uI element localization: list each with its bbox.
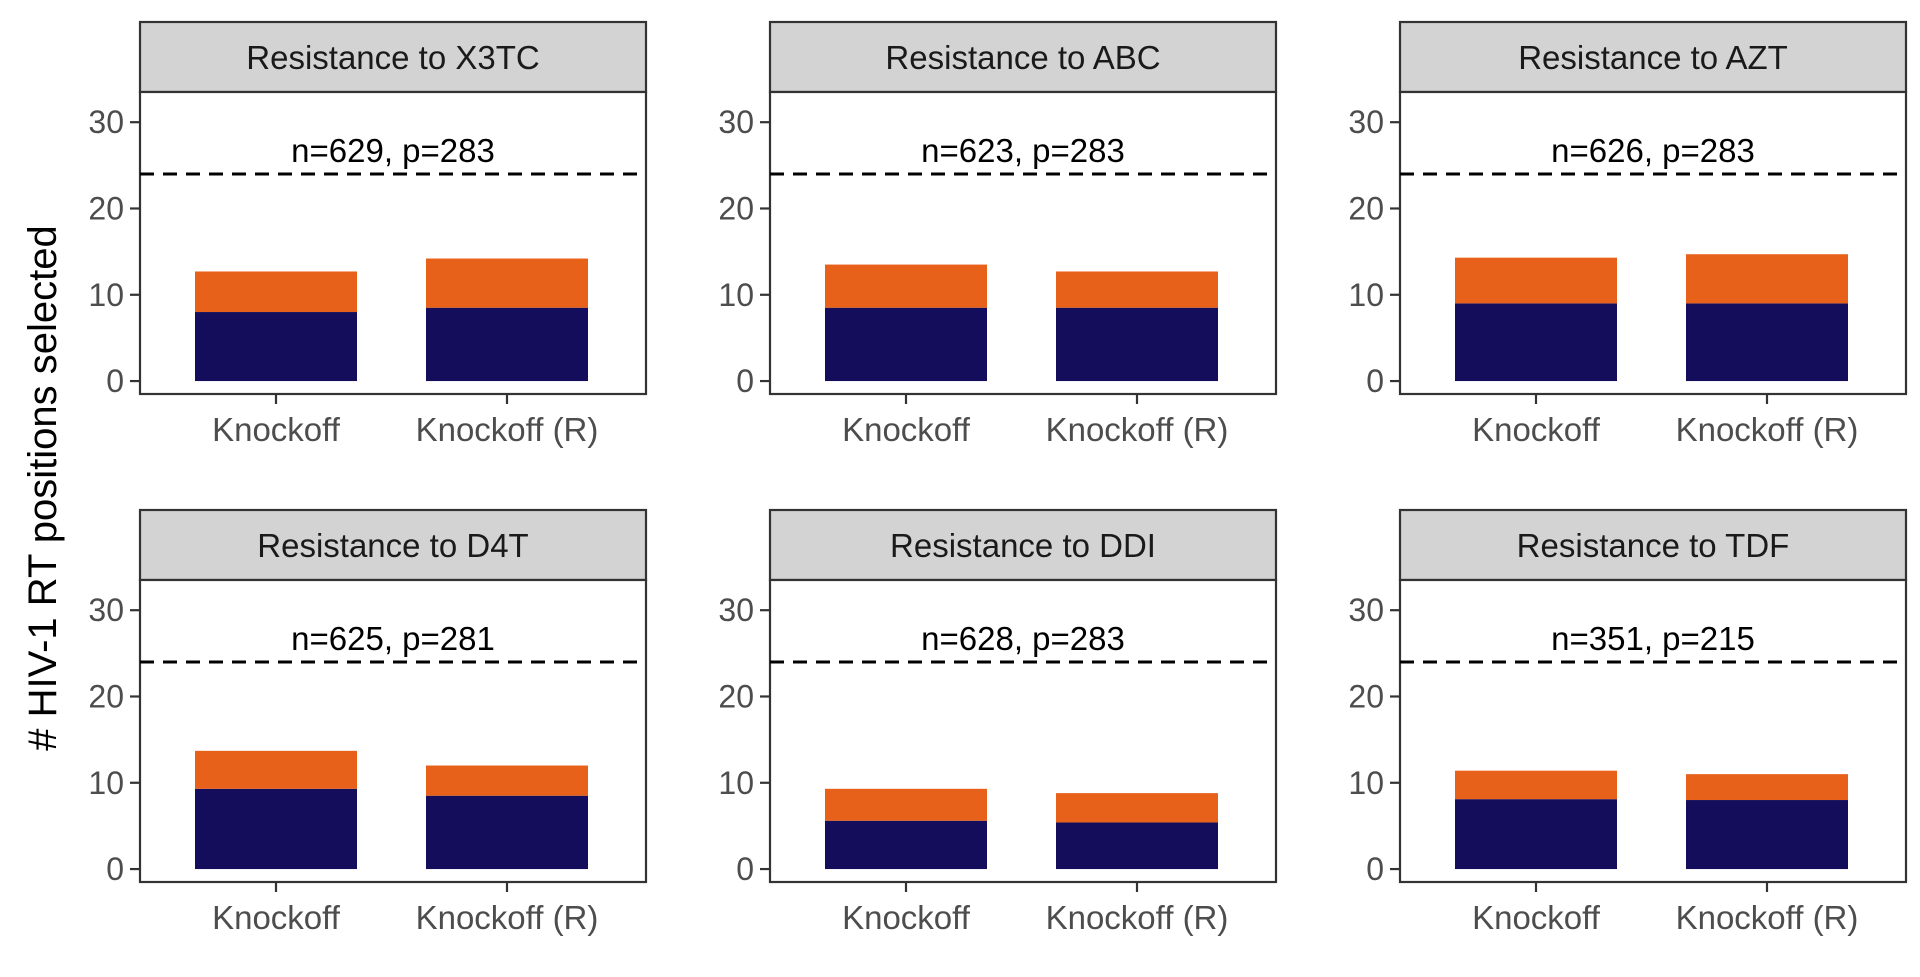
y-tick-label: 30 bbox=[88, 104, 124, 140]
bar-segment-bottom bbox=[1686, 800, 1848, 870]
bar-segment-bottom bbox=[1455, 303, 1617, 382]
bar-segment-top bbox=[1056, 271, 1218, 308]
y-tick-label: 0 bbox=[1366, 363, 1384, 399]
sample-size-annotation: n=626, p=283 bbox=[1551, 132, 1755, 169]
bar-segment-top bbox=[825, 264, 987, 308]
facet-strip bbox=[1398, 508, 1908, 582]
y-tick-label: 30 bbox=[88, 592, 124, 628]
facet-strip bbox=[138, 20, 648, 94]
y-tick-label: 0 bbox=[1366, 851, 1384, 887]
facet-strip bbox=[768, 508, 1278, 582]
facet-title: Resistance to X3TC bbox=[246, 39, 539, 76]
bar-segment-bottom bbox=[195, 788, 357, 870]
x-tick-label: Knockoff (R) bbox=[1046, 899, 1229, 936]
facet-panel: Resistance to TDF Knockoff Knockoff (R) n=3… bbox=[1348, 508, 1908, 936]
facet-panels: Resistance to X3TC Knockoff Knockoff (R) n=… bbox=[88, 20, 1908, 936]
y-tick-label: 30 bbox=[718, 592, 754, 628]
bar-segment-bottom bbox=[195, 312, 357, 382]
y-tick-label: 10 bbox=[1348, 765, 1384, 801]
y-tick-label: 0 bbox=[106, 851, 124, 887]
sample-size-annotation: n=628, p=283 bbox=[921, 620, 1125, 657]
bar-segment-top bbox=[1686, 774, 1848, 801]
facet-strip bbox=[1398, 20, 1908, 94]
facet-strip bbox=[138, 508, 648, 582]
x-tick-label: Knockoff bbox=[1472, 899, 1601, 936]
bar-segment-top bbox=[195, 750, 357, 789]
bar-segment-bottom bbox=[426, 795, 588, 870]
facet-strip bbox=[768, 20, 1278, 94]
y-tick-label: 20 bbox=[1348, 678, 1384, 714]
facet-panel: Resistance to D4T Knockoff Knockoff (R) n=6… bbox=[88, 508, 648, 936]
y-tick-label: 10 bbox=[88, 277, 124, 313]
y-tick-label: 20 bbox=[88, 678, 124, 714]
facet-panel: Resistance to ABC Knockoff Knockoff (R) n=6… bbox=[718, 20, 1278, 448]
y-tick-label: 10 bbox=[718, 765, 754, 801]
facet-title: Resistance to ABC bbox=[885, 39, 1160, 76]
bar-segment-top bbox=[1056, 793, 1218, 823]
facet-title: Resistance to TDF bbox=[1517, 527, 1790, 564]
bar-segment-bottom bbox=[1056, 822, 1218, 870]
sample-size-annotation: n=629, p=283 bbox=[291, 132, 495, 169]
sample-size-annotation: n=351, p=215 bbox=[1551, 620, 1755, 657]
y-tick-label: 10 bbox=[88, 765, 124, 801]
bar-segment-top bbox=[1455, 257, 1617, 304]
x-tick-label: Knockoff (R) bbox=[416, 411, 599, 448]
y-tick-label: 30 bbox=[1348, 592, 1384, 628]
y-tick-label: 0 bbox=[106, 363, 124, 399]
y-tick-label: 20 bbox=[718, 190, 754, 226]
y-tick-label: 0 bbox=[736, 363, 754, 399]
facet-panel: Resistance to AZT Knockoff Knockoff (R) n=6… bbox=[1348, 20, 1908, 448]
y-tick-label: 10 bbox=[718, 277, 754, 313]
x-tick-label: Knockoff (R) bbox=[416, 899, 599, 936]
y-tick-label: 20 bbox=[718, 678, 754, 714]
bar-segment-bottom bbox=[825, 307, 987, 382]
y-tick-label: 30 bbox=[1348, 104, 1384, 140]
bar-segment-bottom bbox=[825, 820, 987, 870]
bar-segment-bottom bbox=[1056, 307, 1218, 382]
bar-segment-top bbox=[426, 258, 588, 308]
bar-segment-bottom bbox=[1455, 799, 1617, 870]
sample-size-annotation: n=625, p=281 bbox=[291, 620, 495, 657]
sample-size-annotation: n=623, p=283 bbox=[921, 132, 1125, 169]
y-tick-label: 10 bbox=[1348, 277, 1384, 313]
bar-segment-bottom bbox=[1686, 303, 1848, 382]
y-tick-label: 0 bbox=[736, 851, 754, 887]
x-tick-label: Knockoff bbox=[212, 411, 341, 448]
facet-title: Resistance to DDI bbox=[890, 527, 1156, 564]
bar-segment-top bbox=[1455, 770, 1617, 800]
bar-segment-top bbox=[1686, 254, 1848, 304]
x-tick-label: Knockoff (R) bbox=[1676, 899, 1859, 936]
bar-segment-bottom bbox=[426, 307, 588, 382]
facet-panel: Resistance to X3TC Knockoff Knockoff (R) n=… bbox=[88, 20, 648, 448]
y-tick-label: 20 bbox=[1348, 190, 1384, 226]
y-axis-label: # HIV-1 RT positions selected bbox=[21, 225, 65, 750]
x-tick-label: Knockoff bbox=[842, 899, 971, 936]
bar-segment-top bbox=[426, 765, 588, 796]
y-tick-label: 20 bbox=[88, 190, 124, 226]
bar-segment-top bbox=[825, 788, 987, 821]
x-tick-label: Knockoff bbox=[212, 899, 341, 936]
x-tick-label: Knockoff (R) bbox=[1676, 411, 1859, 448]
facet-title: Resistance to D4T bbox=[257, 527, 528, 564]
x-tick-label: Knockoff bbox=[842, 411, 971, 448]
facet-panel: Resistance to DDI Knockoff Knockoff (R) n=6… bbox=[718, 508, 1278, 936]
x-tick-label: Knockoff bbox=[1472, 411, 1601, 448]
x-tick-label: Knockoff (R) bbox=[1046, 411, 1229, 448]
y-tick-label: 30 bbox=[718, 104, 754, 140]
bar-segment-top bbox=[195, 271, 357, 313]
facet-title: Resistance to AZT bbox=[1518, 39, 1788, 76]
